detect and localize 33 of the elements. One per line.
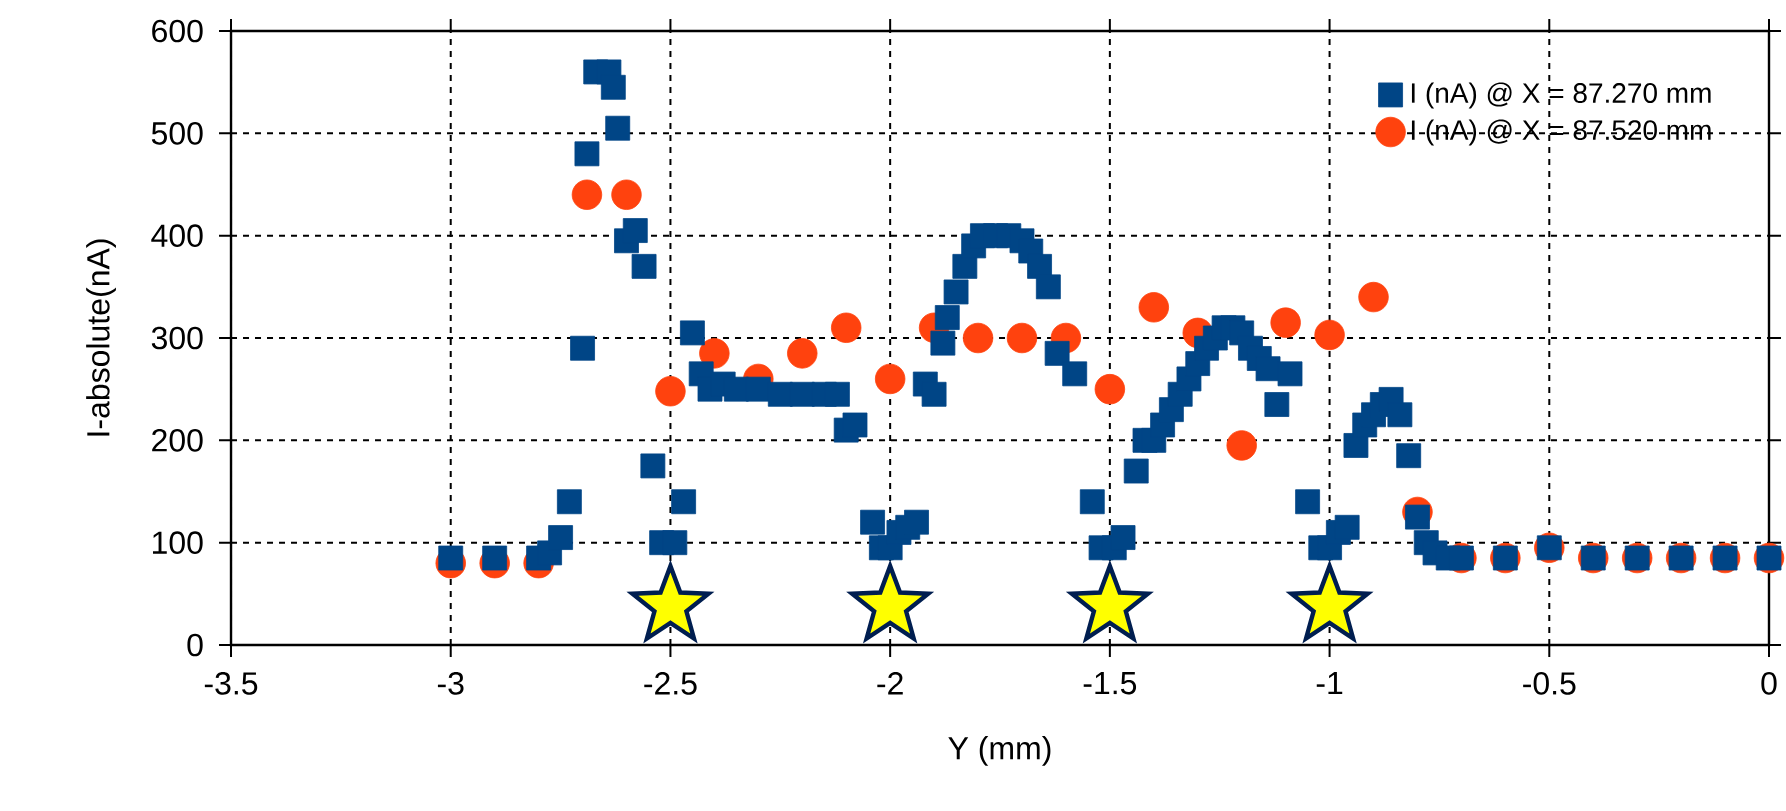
point	[611, 179, 642, 210]
point	[962, 322, 994, 354]
point	[874, 363, 906, 395]
x-tick-label: -2	[877, 672, 903, 695]
y-tick-label: 400	[151, 224, 203, 247]
y-tick-label: 500	[151, 122, 203, 145]
point	[1138, 292, 1170, 323]
point	[1358, 281, 1389, 313]
legend-label: I (nA) @ X = 87.270 mm	[1411, 82, 1711, 109]
point	[1226, 430, 1257, 461]
point	[655, 376, 686, 407]
x-tick-label: 0	[1761, 672, 1777, 695]
x-tick-label: -1.5	[1083, 672, 1137, 695]
point	[1006, 322, 1038, 354]
point	[831, 312, 862, 343]
x-tick-label: -3.5	[204, 672, 258, 695]
point	[1314, 319, 1345, 351]
y-tick-label: 300	[151, 326, 203, 350]
x-tick-label: -2.5	[644, 672, 697, 695]
y-tick-label: 100	[153, 531, 203, 554]
x-tick-label: -1	[1316, 672, 1343, 695]
x-tick-label: -3	[437, 672, 464, 695]
x-axis-title: Y (mm)	[948, 736, 1051, 766]
x-tick-label: -0.5	[1523, 672, 1576, 695]
y-tick-label: 200	[152, 429, 203, 452]
point	[1270, 307, 1301, 338]
y-tick-label: 600	[152, 19, 203, 43]
y-tick-label: 0	[187, 633, 203, 657]
point	[571, 179, 603, 210]
y-axis-title: I-absolute(nA)	[86, 239, 116, 436]
point	[699, 338, 730, 369]
point	[787, 338, 818, 369]
point	[1094, 373, 1126, 405]
